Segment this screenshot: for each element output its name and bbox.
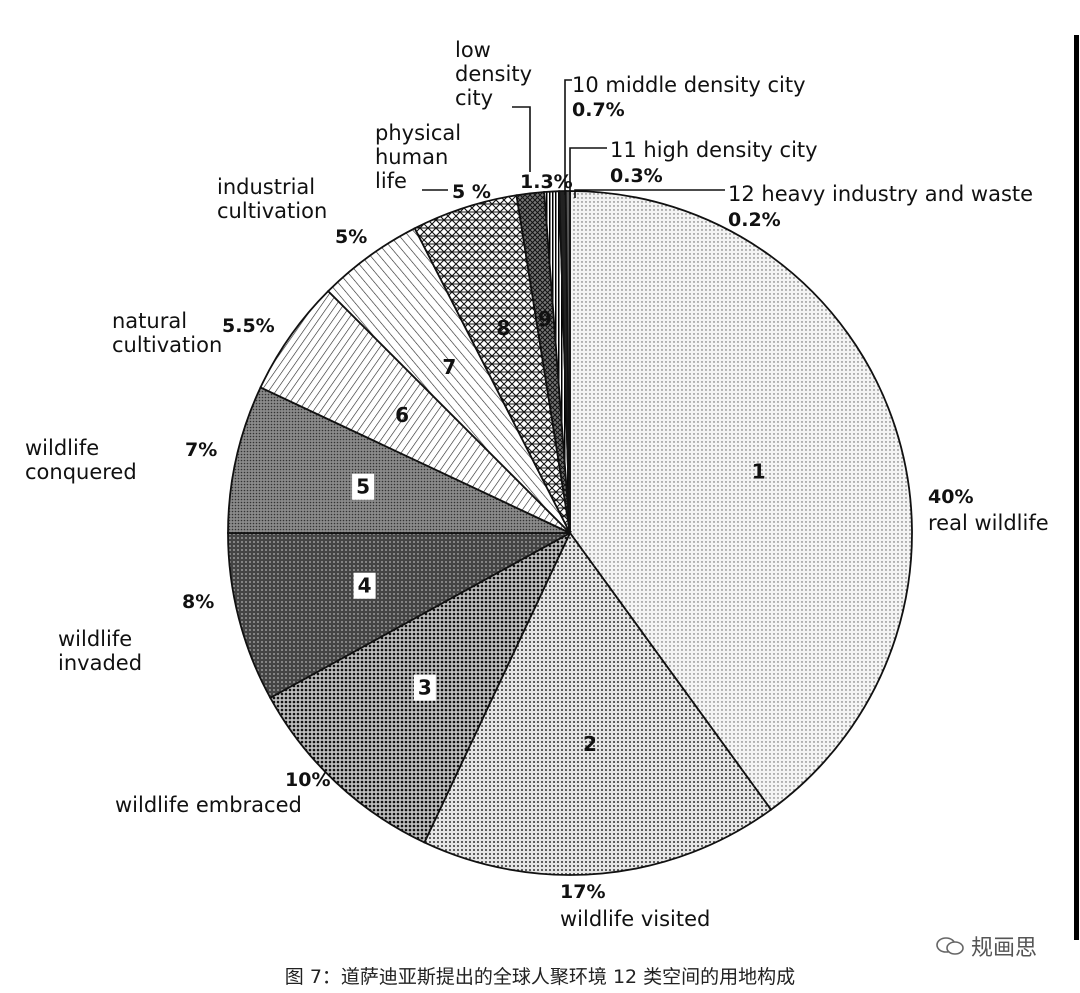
- slice-name-4-line1: invaded: [58, 651, 142, 675]
- slice-name-4-line0: wildlife: [58, 627, 132, 651]
- slice-number-bg-5: [352, 473, 375, 500]
- slice-name-7-line0: industrial: [217, 175, 315, 199]
- slice-number-4: 4: [358, 574, 372, 598]
- slice-pct-7: 5%: [335, 226, 367, 248]
- slice-pct-8: 5 %: [452, 181, 491, 203]
- slice-number-bg-3: [413, 674, 436, 701]
- slice-name-6-line1: cultivation: [112, 333, 222, 357]
- slice-pct-10: 0.7%: [572, 99, 625, 121]
- slice-pct-11: 0.3%: [610, 165, 663, 187]
- right-edge-bar: [1074, 35, 1079, 940]
- slice-number-8: 8: [496, 316, 510, 340]
- slice-name-9-line2: city: [455, 86, 493, 110]
- leader-heavy-industry: [574, 189, 725, 198]
- slice-pct-5: 7%: [185, 439, 217, 461]
- slice-pct-2: 17%: [560, 881, 605, 903]
- slice-name-2: wildlife visited: [560, 907, 710, 931]
- slice-number-bg-4: [353, 572, 376, 599]
- slice-number-7: 7: [442, 355, 456, 379]
- slice-name-9-line0: low: [455, 38, 491, 62]
- slice-name-8-line2: life: [375, 169, 407, 193]
- slice-name-10: 10 middle density city: [572, 73, 806, 97]
- slice-pct-6: 5.5%: [222, 315, 275, 337]
- watermark: 规画思: [935, 930, 1037, 962]
- slice-number-9: 9: [538, 307, 552, 331]
- slice-number-3: 3: [418, 676, 432, 700]
- pie-slice-1: [569, 190, 913, 811]
- slice-name-8-line0: physical: [375, 121, 461, 145]
- slice-name-11: 11 high density city: [610, 138, 818, 162]
- slice-number-6: 6: [395, 403, 409, 427]
- slice-name-1: real wildlife: [928, 511, 1049, 535]
- slice-name-6-line0: natural: [112, 309, 187, 333]
- leader-low-density: [512, 106, 531, 172]
- pie-slice-2: [423, 531, 773, 876]
- slice-number-2: 2: [583, 732, 597, 756]
- figure-caption: 图 7：道萨迪亚斯提出的全球人聚环境 12 类空间的用地构成: [284, 966, 796, 988]
- slice-name-3: wildlife embraced: [115, 793, 302, 817]
- slice-name-8-line1: human: [375, 145, 448, 169]
- chat-bubbles-icon: [936, 937, 964, 955]
- slice-name-5-line1: conquered: [25, 460, 137, 484]
- slice-pct-4: 8%: [182, 591, 214, 613]
- slice-number-5: 5: [356, 475, 370, 499]
- pie-slice-5: [227, 386, 571, 534]
- leader-high-density: [569, 147, 607, 195]
- leader-middle-density: [564, 79, 572, 195]
- slice-name-7-line1: cultivation: [217, 199, 327, 223]
- slice-number-1: 1: [752, 460, 766, 484]
- slice-pct-9: 1.3%: [520, 171, 573, 193]
- slice-pct-12: 0.2%: [728, 209, 781, 231]
- slice-pct-3: 10%: [285, 769, 330, 791]
- pie-slice-4: [227, 532, 571, 699]
- watermark-text: 规画思: [971, 936, 1038, 961]
- slice-name-9-line1: density: [455, 62, 532, 86]
- slice-pct-1: 40%: [928, 486, 973, 508]
- slice-name-12: 12 heavy industry and waste: [728, 182, 1033, 206]
- slice-name-5-line0: wildlife: [25, 436, 99, 460]
